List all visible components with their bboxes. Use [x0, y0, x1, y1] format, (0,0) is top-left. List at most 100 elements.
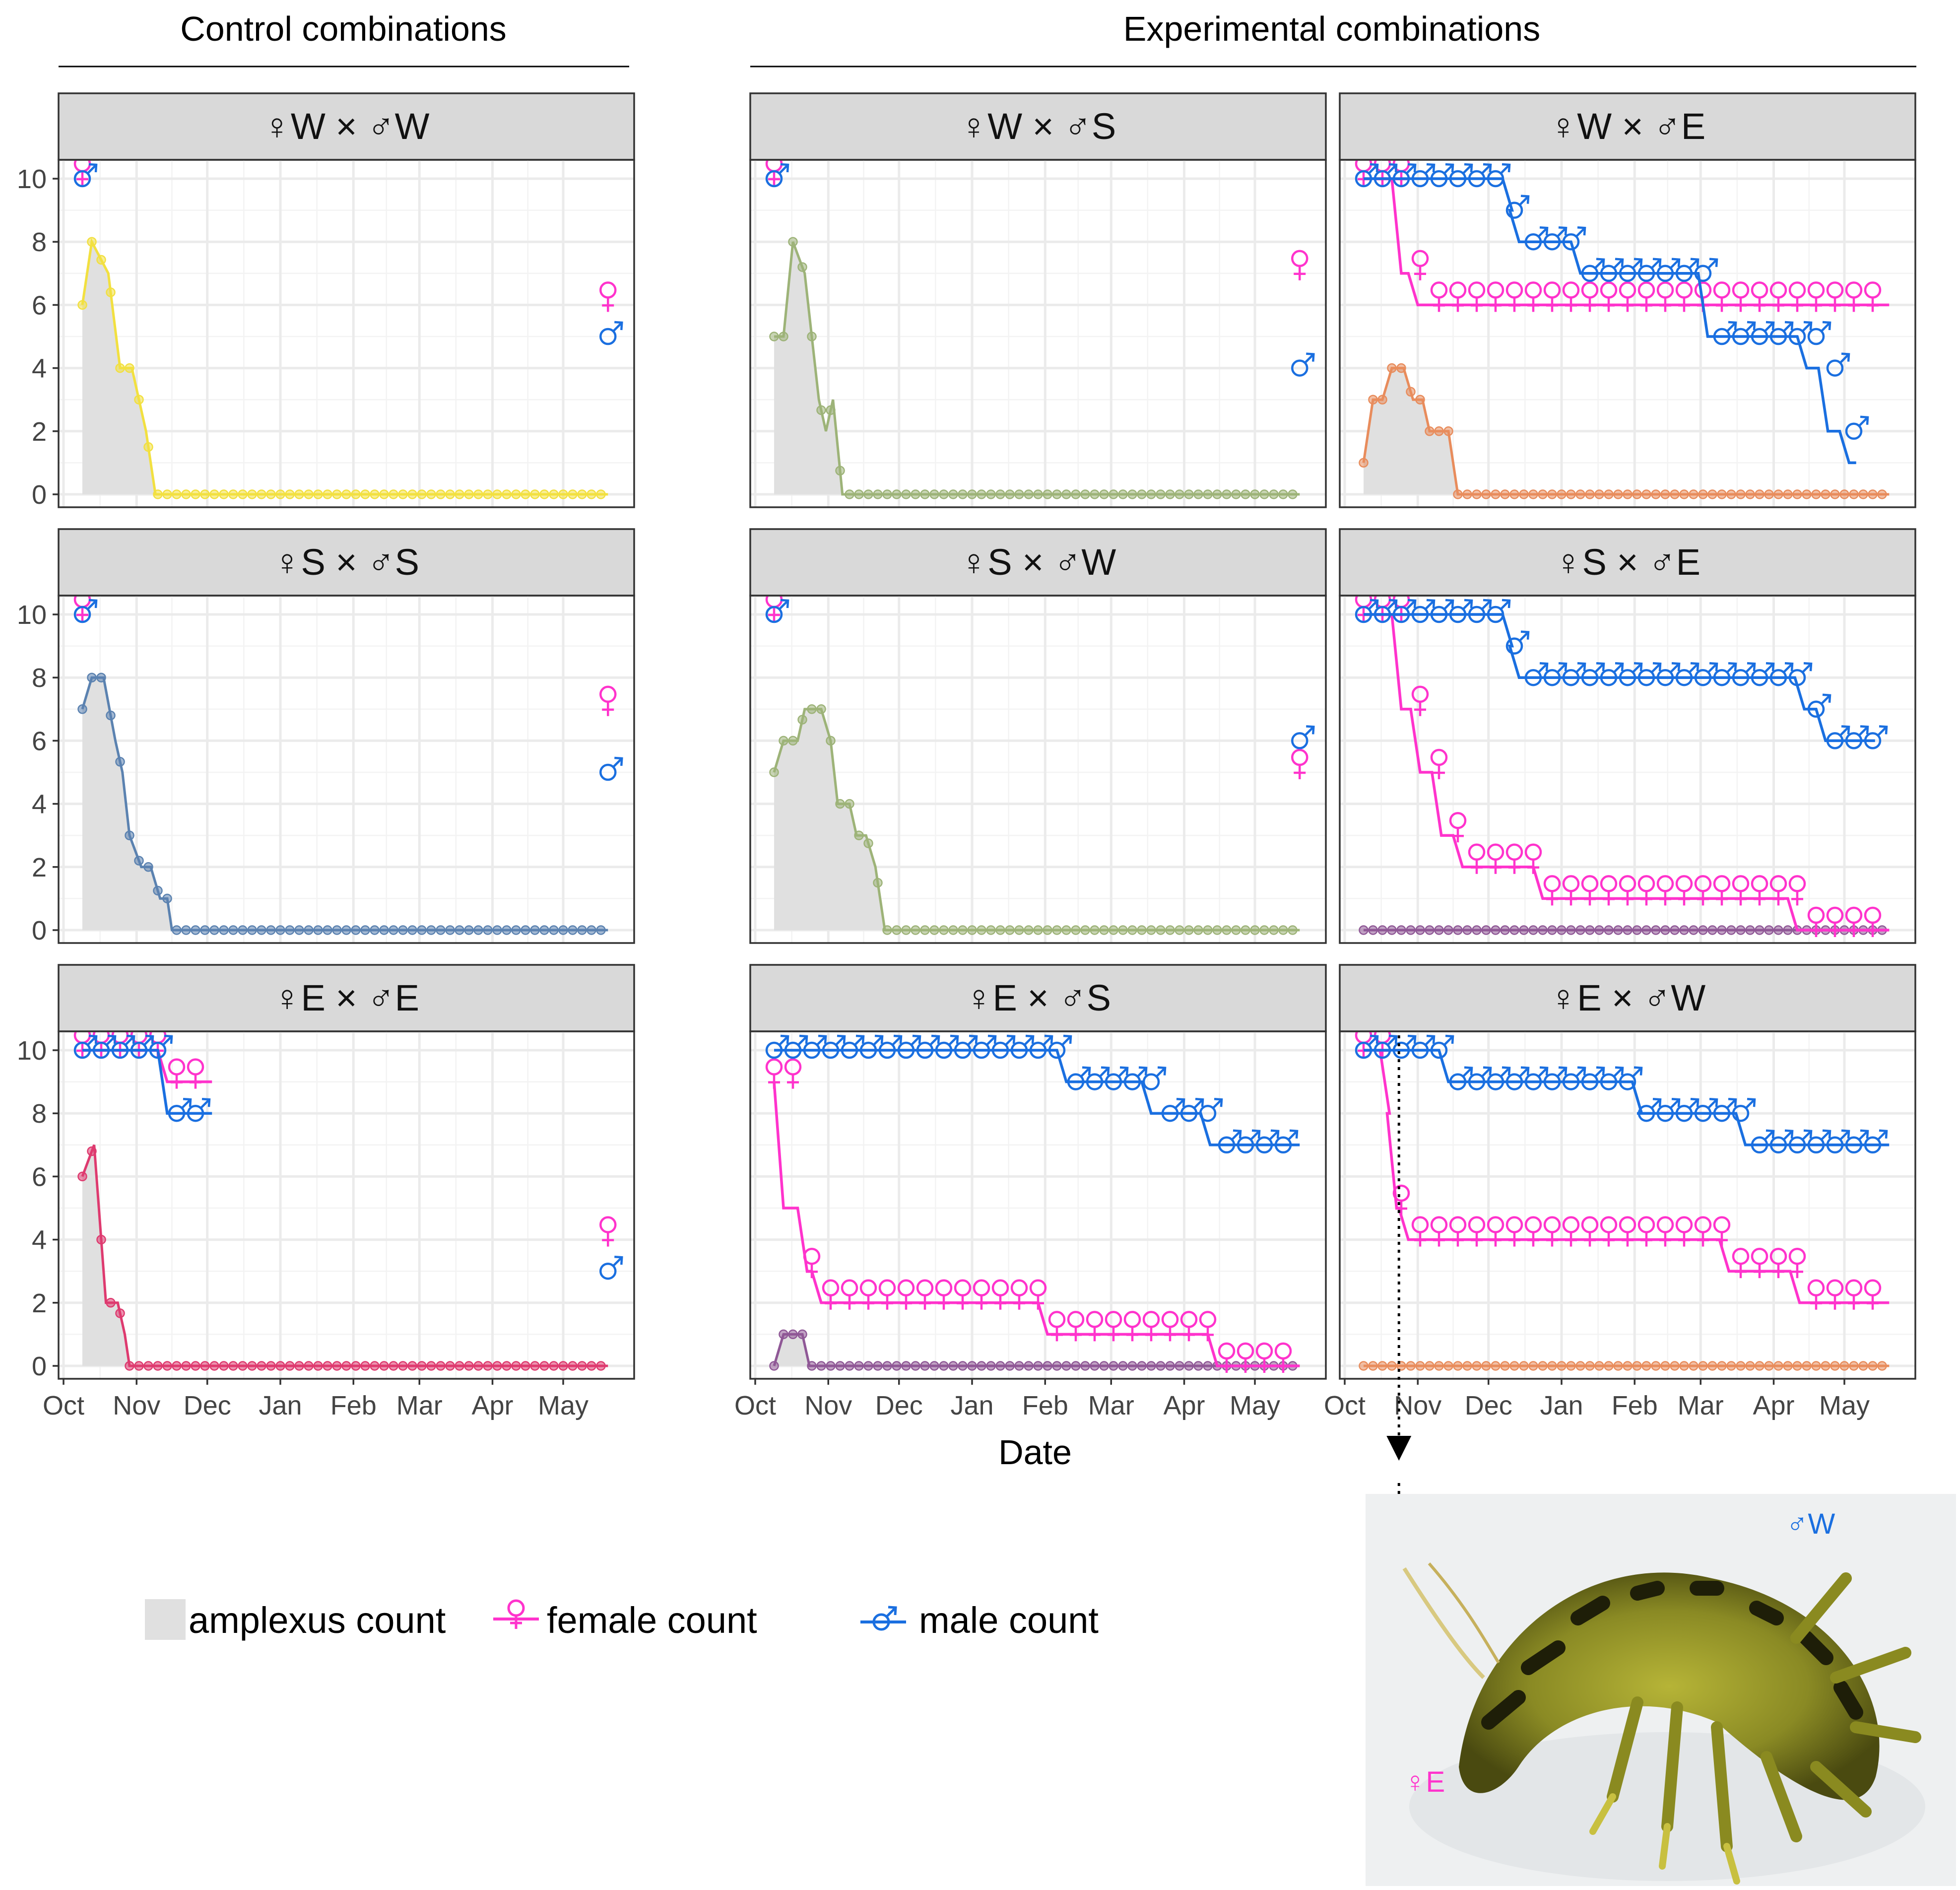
male-point [1694, 662, 1718, 686]
panel-title: ♀W × ♂S [960, 106, 1116, 147]
x-tick-label: Feb [1022, 1391, 1068, 1420]
amplexus-point [816, 704, 826, 714]
y-tick-label: 4 [32, 1225, 47, 1255]
female-point [1713, 281, 1731, 312]
male-point [1355, 163, 1379, 188]
male-point [1713, 321, 1737, 345]
amplexus-point [892, 925, 902, 935]
legend-female-label: female count [547, 1600, 757, 1641]
amplexus-point [445, 925, 455, 935]
amplexus-point [1146, 925, 1156, 935]
amplexus-point [577, 489, 587, 499]
amplexus-point [436, 489, 446, 499]
amplexus-point [162, 893, 172, 904]
amplexus-point [939, 1361, 949, 1371]
female-point [1199, 1311, 1217, 1342]
amplexus-point [285, 489, 295, 499]
amplexus-point [1406, 925, 1416, 935]
photo-male-label: ♂W [1786, 1508, 1835, 1540]
amplexus-point [1061, 925, 1071, 935]
amplexus-point [1080, 1361, 1090, 1371]
amplexus-point [285, 1361, 295, 1371]
male-point [1468, 1066, 1492, 1090]
amplexus-point [835, 799, 845, 809]
female-point [1656, 875, 1674, 906]
amplexus-point [1726, 1361, 1736, 1371]
female-point [599, 1216, 617, 1247]
amplexus-point [779, 1329, 788, 1340]
x-tick-label: Mar [1088, 1391, 1134, 1420]
x-tick-label: Mar [1678, 1391, 1724, 1420]
amplexus-point [1472, 925, 1482, 935]
panel-8: ♀E × ♂W Oct Nov Dec Jan Feb Mar Apr May [1324, 964, 1916, 1420]
male-point [1675, 258, 1699, 282]
amplexus-point [1632, 1361, 1642, 1371]
male-point [1161, 1097, 1185, 1122]
y-tick-label: 0 [32, 480, 47, 510]
amplexus-point [1736, 489, 1746, 499]
amplexus-point [1090, 489, 1100, 499]
amplexus-point [977, 925, 986, 935]
amplexus-point [1250, 925, 1260, 935]
female-point [1142, 1311, 1160, 1342]
female-point [1161, 1311, 1179, 1342]
amplexus-point [1698, 925, 1708, 935]
male-point [1807, 1129, 1831, 1154]
amplexus-point [845, 489, 854, 499]
female-point [1430, 748, 1448, 779]
amplexus-point [788, 736, 798, 746]
female-point [1449, 1216, 1467, 1247]
male-point [1581, 1066, 1605, 1090]
amplexus-point [1773, 925, 1783, 935]
panel-title: ♀E × ♂S [965, 977, 1111, 1018]
amplexus-point [948, 489, 958, 499]
amplexus-point [1783, 1361, 1793, 1371]
x-tick-label: Feb [330, 1391, 377, 1420]
x-tick-label: May [538, 1391, 588, 1420]
panel-6: ♀W × ♂E [1339, 92, 1916, 508]
female-point [1769, 1247, 1787, 1279]
female-point [1864, 1279, 1882, 1310]
female-point [1769, 281, 1787, 312]
amplexus-point [219, 1361, 229, 1371]
panel-title: ♀S × ♂W [960, 541, 1116, 583]
amplexus-point [882, 489, 892, 499]
y-tick-label: 10 [17, 164, 47, 194]
amplexus-point [125, 1361, 134, 1371]
amplexus-point [1802, 489, 1812, 499]
male-point [1826, 352, 1850, 377]
female-point [1826, 906, 1844, 937]
amplexus-point [1849, 1361, 1859, 1371]
male-point [1845, 415, 1869, 440]
amplexus-point [1175, 489, 1184, 499]
panel-1: ♀S × ♂S 0 2 4 6 8 10 [17, 528, 635, 945]
female-point [897, 1279, 915, 1310]
female-point [1562, 1216, 1580, 1247]
panel-border [1339, 1030, 1916, 1380]
amplexus-point [1387, 1361, 1397, 1371]
amplexus-point [511, 1361, 521, 1371]
male-point [1218, 1129, 1242, 1154]
amplexus-point [939, 925, 949, 935]
amplexus-point [1481, 489, 1491, 499]
amplexus-point [596, 489, 606, 499]
x-tick-label: Jan [259, 1391, 302, 1420]
amplexus-point [1165, 925, 1175, 935]
male-point [1864, 1129, 1888, 1154]
amplexus-point [134, 1361, 144, 1371]
female-point [1600, 875, 1618, 906]
female-point [187, 1058, 204, 1089]
amplexus-point [426, 489, 436, 499]
female-point [822, 1279, 840, 1310]
amplexus-point [1231, 489, 1241, 499]
female-point [1255, 1342, 1273, 1373]
amplexus-point [816, 1361, 826, 1371]
female-point [1562, 281, 1580, 312]
amplexus-point [1707, 489, 1717, 499]
panel-strip [58, 528, 635, 597]
amplexus-point [1613, 1361, 1623, 1371]
amplexus-point [96, 255, 106, 265]
panel-4: ♀S × ♂W [749, 528, 1327, 944]
amplexus-point [1137, 1361, 1147, 1371]
amplexus-point [200, 1361, 210, 1371]
